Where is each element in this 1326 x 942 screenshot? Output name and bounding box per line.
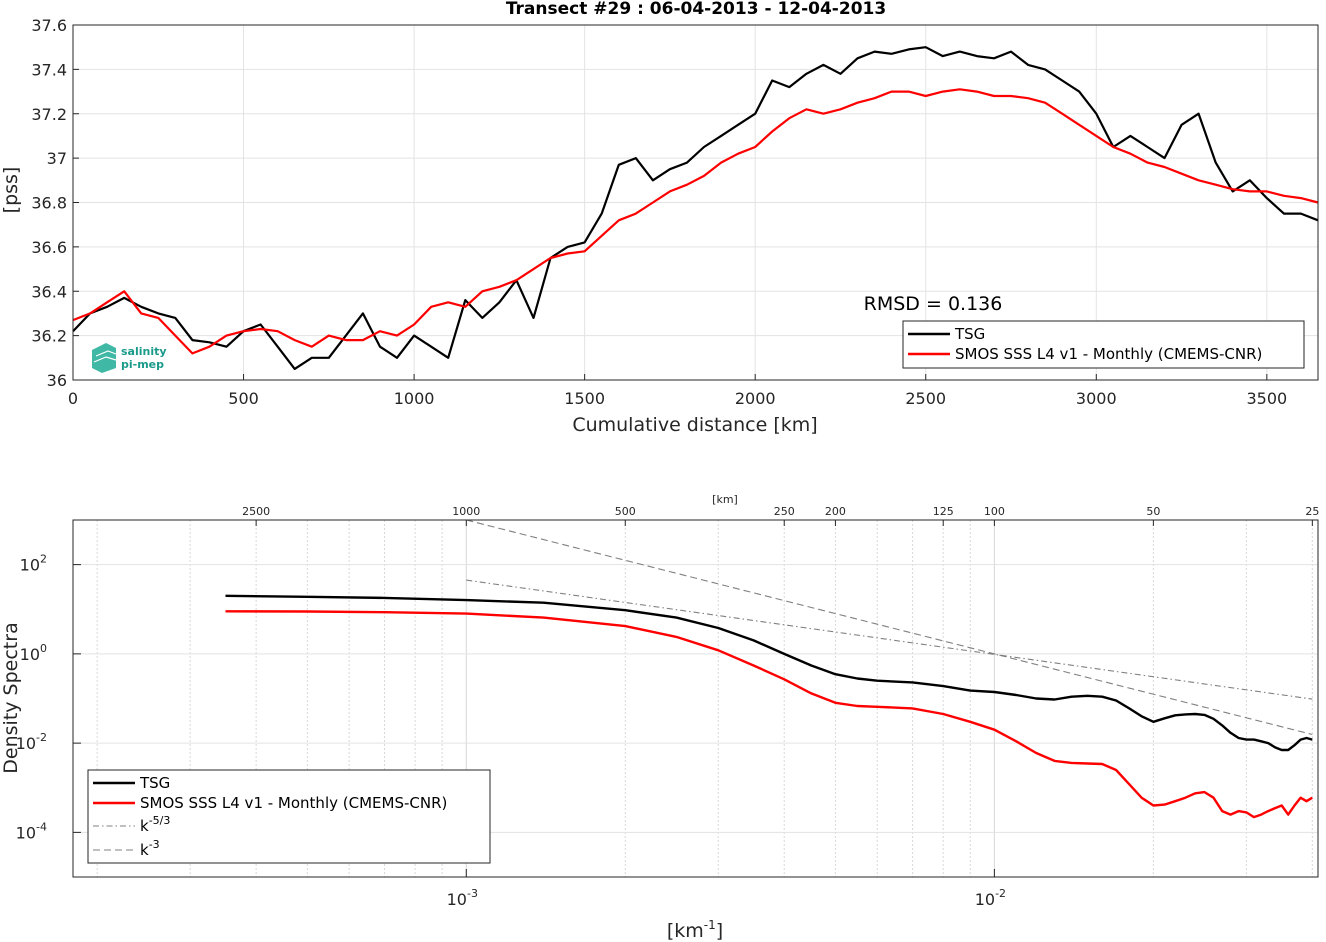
series-line-smos: [72, 88, 1319, 355]
top-y-tick-label: 36: [47, 371, 67, 390]
top-tick-labels: 0 500 1000 1500 2000 2500 3000 3500 36 36.2 36.4 36…: [31, 16, 1287, 408]
top-axes-box: [72, 24, 1319, 381]
top-x-tick-label: 2500: [905, 389, 946, 408]
series-line-tsg: [72, 46, 1319, 370]
bottom-legend-box: [87, 769, 491, 864]
spectrum-line-tsg: [225, 594, 1313, 752]
top-legend-box: [902, 320, 1305, 369]
top-axis-tick-label: 125: [933, 505, 954, 518]
bottom-series-lines: [225, 519, 1313, 819]
legend-label-tsg: TSG: [954, 325, 985, 343]
chart-title: Transect #29 : 06-04-2013 - 12-04-2013: [506, 0, 886, 19]
rmsd-annotation: RMSD = 0.136: [864, 293, 1003, 315]
legend-label-smos-2: SMOS SSS L4 v1 - Monthly (CMEMS-CNR): [140, 794, 447, 812]
top-axis-label: [km]: [712, 493, 738, 506]
top-y-axis-label: [pss]: [0, 167, 22, 214]
top-y-tick-label: 36.4: [31, 282, 67, 301]
bottom-legend: TSG SMOS SSS L4 v1 - Monthly (CMEMS-CNR)…: [87, 769, 491, 864]
top-y-tick-label: 36.8: [31, 194, 67, 213]
top-x-tick-label: 2000: [735, 389, 776, 408]
bottom-x-tick-label: 10-2: [975, 887, 1006, 909]
bottom-y-tick-label: 100: [20, 642, 47, 664]
bottom-y-tick-label: 102: [20, 553, 47, 575]
bottom-y-axis-label: Density Spectra: [0, 622, 22, 773]
spectrum-line-smos: [225, 610, 1313, 819]
top-series-lines: [72, 46, 1319, 370]
top-axis-tick-label: 25: [1305, 505, 1319, 518]
top-legend: TSG SMOS SSS L4 v1 - Monthly (CMEMS-CNR): [902, 320, 1305, 369]
legend-label-tsg-2: TSG: [139, 774, 170, 792]
top-x-tick-label: 3000: [1076, 389, 1117, 408]
top-axis-tick-label: 50: [1146, 505, 1160, 518]
top-x-tick-label: 500: [228, 389, 259, 408]
top-y-tick-label: 37.6: [31, 16, 67, 35]
top-x-tick-label: 3500: [1246, 389, 1287, 408]
legend-label-smos: SMOS SSS L4 v1 - Monthly (CMEMS-CNR): [955, 345, 1262, 363]
top-x-tick-label: 0: [68, 389, 78, 408]
top-y-tick-label: 37.4: [31, 60, 67, 79]
top-y-tick-label: 37.2: [31, 105, 67, 124]
top-axis-tick-label: 100: [984, 505, 1005, 518]
salinity-pi-mep-logo: salinity pi-mep: [92, 343, 167, 373]
top-axis-tick-label: 200: [825, 505, 846, 518]
top-axis-tick-label: 250: [774, 505, 795, 518]
logo-word-2: pi-mep: [121, 358, 164, 371]
bottom-x-axis-label: [km-1]: [667, 918, 723, 942]
top-x-axis-label: Cumulative distance [km]: [572, 414, 817, 436]
top-axis-tick-label: 2500: [242, 505, 270, 518]
logo-word-1: salinity: [121, 345, 167, 358]
slope-line-k53: [466, 579, 1313, 700]
top-axis-tick-label: 1000: [452, 505, 480, 518]
top-x-tick-label: 1000: [394, 389, 435, 408]
bottom-x-tick-label: 10-3: [447, 887, 478, 909]
salinity-transect-chart: Transect #29 : 06-04-2013 - 12-04-2013 0…: [0, 0, 1319, 436]
top-y-tick-label: 36.6: [31, 238, 67, 257]
slope-line-k3: [466, 519, 1313, 736]
bottom-y-tick-label: 10-4: [16, 820, 47, 842]
top-axis-tick-label: 500: [615, 505, 636, 518]
top-y-tick-label: 36.2: [31, 327, 67, 346]
legend-label-k53: k-5/3: [140, 814, 170, 835]
bottom-axes-box: [72, 519, 1319, 878]
top-x-tick-label: 1500: [564, 389, 605, 408]
top-y-tick-label: 37: [47, 149, 67, 168]
legend-label-k3: k-3: [140, 838, 160, 859]
